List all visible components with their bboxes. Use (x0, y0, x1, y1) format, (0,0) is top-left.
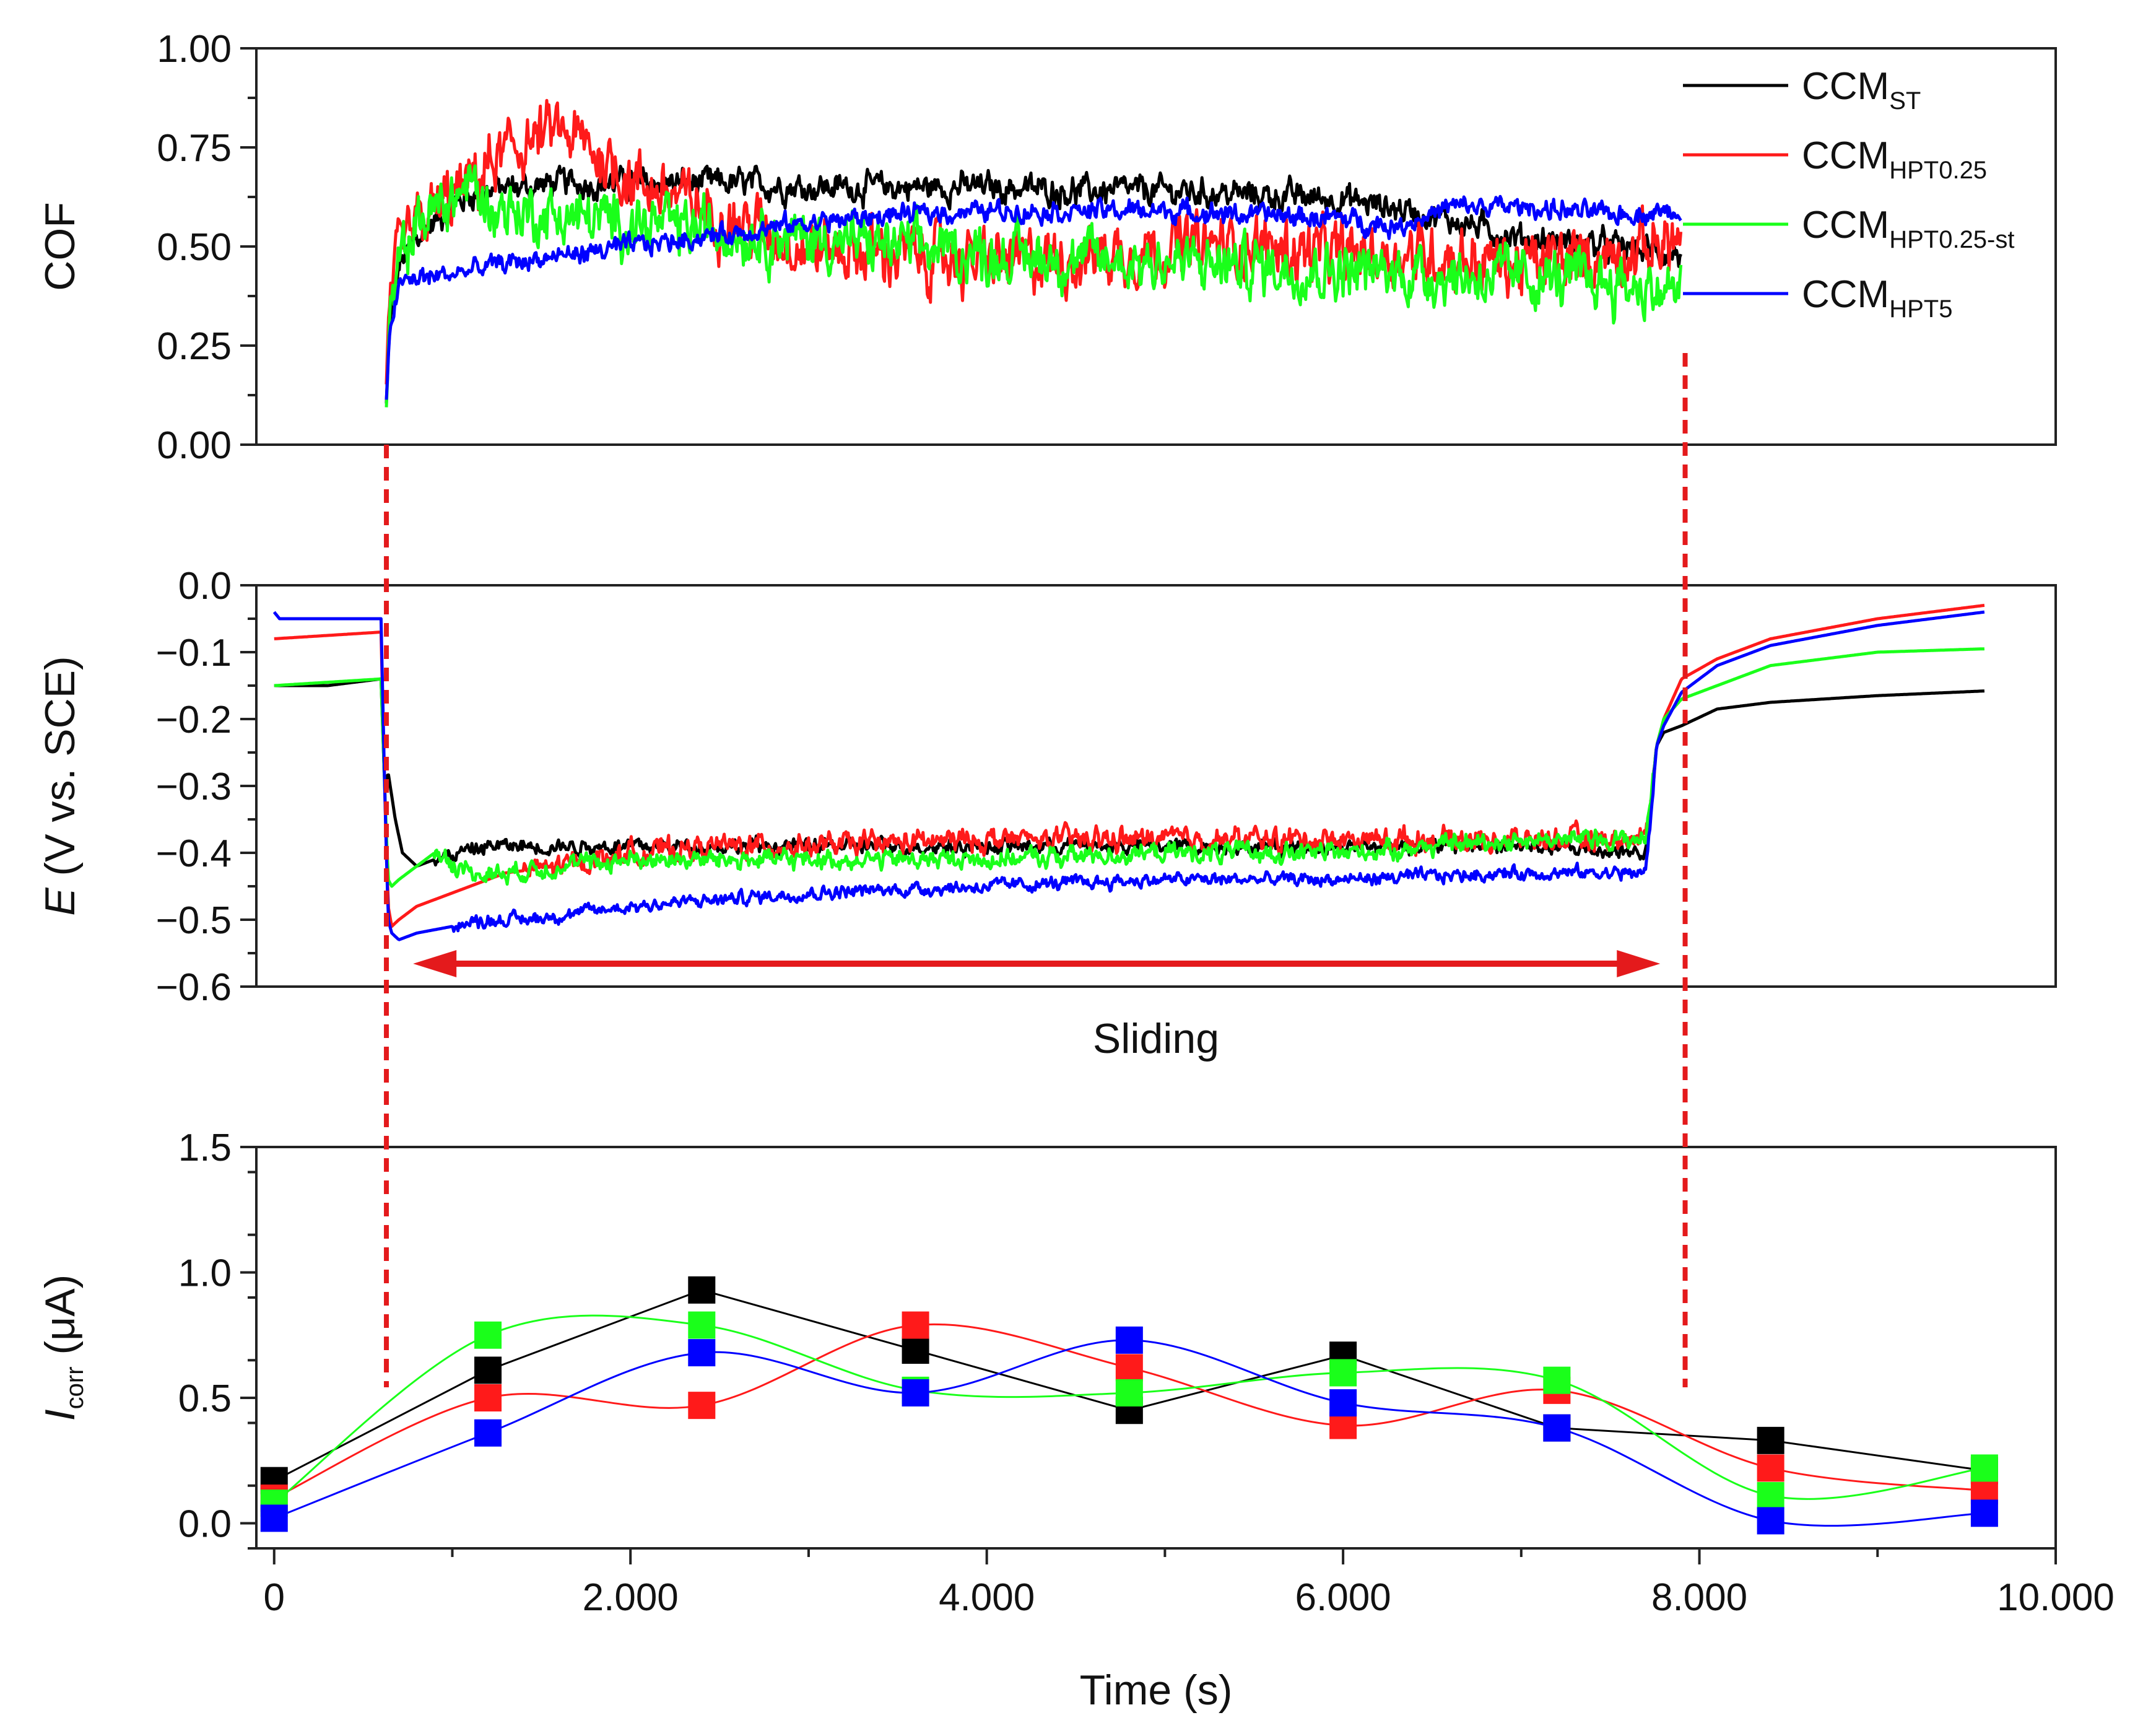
icorr-marker (1970, 1499, 1998, 1527)
y-tick-label: −0.2 (156, 699, 232, 741)
potential-series (272, 603, 1985, 941)
y-tick-label: 0.25 (157, 325, 232, 368)
potential-y-label-rest: (V vs. SCE) (37, 656, 84, 888)
series-line-ccm-st (274, 677, 1985, 868)
y-tick-label: 0.50 (157, 226, 232, 269)
icorr-marker (688, 1392, 716, 1420)
legend-label-sub: HPT0.25-st (1889, 226, 2014, 253)
x-tick-label: 6.000 (1295, 1576, 1391, 1619)
y-tick-label: 0.75 (157, 127, 232, 170)
cof-y-axis-label: COF (37, 202, 84, 291)
legend-label-base: CCM (1802, 134, 1889, 177)
icorr-marker (688, 1311, 716, 1339)
y-tick-label: −0.4 (156, 832, 232, 875)
sliding-arrow-head-right (1617, 950, 1661, 977)
x-tick-label: 2.000 (583, 1576, 679, 1619)
cof-y-ticks: 0.00 0.25 0.50 0.75 1.00 (157, 28, 256, 467)
legend-label-sub: HPT5 (1889, 295, 1952, 323)
icorr-marker (1757, 1454, 1784, 1482)
icorr-marker (1115, 1354, 1143, 1382)
potential-y-axis-label: E (V vs. SCE) (37, 656, 84, 915)
icorr-marker (1329, 1359, 1357, 1387)
y-tick-label: 1.0 (178, 1252, 232, 1295)
icorr-y-label-main: I (37, 1409, 84, 1421)
potential-y-label-italic: E (37, 888, 84, 916)
sliding-arrow-head-left (413, 950, 457, 977)
sliding-annotation: Sliding (1093, 1015, 1219, 1062)
legend-label-base: CCM (1802, 65, 1889, 108)
legend-label: CCMHPT0.25-st (1802, 204, 2015, 253)
icorr-marker (1970, 1454, 1998, 1482)
legend-entry: CCMHPT0.25-st (1683, 204, 2015, 253)
icorr-marker (1329, 1389, 1357, 1417)
legend-label-sub: ST (1889, 87, 1921, 115)
icorr-y-label-rest: (μA) (37, 1275, 84, 1367)
icorr-marker (1757, 1481, 1784, 1509)
series-line-ccm-hpt5 (385, 194, 1682, 400)
legend-entry: CCMHPT5 (1683, 273, 1952, 323)
icorr-marker (474, 1384, 502, 1411)
x-tick-label: 8.000 (1651, 1576, 1747, 1619)
series-line-ccm-st (385, 164, 1682, 404)
dashed-guide-lines (384, 353, 1688, 1387)
series-line-ccm-hpt5 (272, 610, 1985, 941)
icorr-marker (1115, 1379, 1143, 1407)
legend-label-base: CCM (1802, 273, 1889, 316)
icorr-marker (902, 1379, 929, 1407)
icorr-marker (474, 1356, 502, 1384)
icorr-markers (260, 1276, 1998, 1535)
y-tick-label: 0.0 (178, 565, 232, 608)
x-tick-label: 0 (264, 1576, 285, 1619)
legend-entry: CCMST (1683, 65, 1921, 115)
series-line-ccm-hpt0-25-st (385, 164, 1683, 408)
y-tick-label: 1.5 (178, 1127, 232, 1169)
series-line-ccm-hpt0-25 (274, 603, 1985, 928)
icorr-y-label-sub: corr (61, 1366, 89, 1409)
y-tick-label: −0.1 (156, 632, 232, 674)
sliding-arrow (413, 950, 1661, 977)
y-tick-label: −0.5 (156, 899, 232, 942)
icorr-marker (474, 1321, 502, 1349)
y-tick-label: 0.5 (178, 1377, 232, 1420)
y-tick-label: 1.00 (157, 28, 232, 71)
icorr-marker (1543, 1414, 1571, 1442)
icorr-marker (1757, 1426, 1784, 1454)
time-x-ticks: 0 2.000 4.000 6.000 8.000 10.000 (264, 1548, 2115, 1619)
icorr-marker (688, 1276, 716, 1304)
icorr-panel-frame (255, 1146, 2057, 1550)
cof-series (385, 98, 1683, 408)
legend-label: CCMHPT5 (1802, 273, 1952, 323)
icorr-marker (902, 1311, 929, 1339)
legend-entry: CCMHPT0.25 (1683, 134, 1987, 184)
icorr-marker (902, 1337, 929, 1364)
x-tick-label: 4.000 (939, 1576, 1035, 1619)
icorr-marker (1757, 1507, 1784, 1535)
legend-label: CCMHPT0.25 (1802, 134, 1987, 184)
y-tick-label: 0.00 (157, 424, 232, 467)
icorr-marker (1115, 1326, 1143, 1354)
legend-label: CCMST (1802, 65, 1921, 115)
icorr-y-axis-label: Icorr (μA) (37, 1275, 89, 1421)
icorr-marker (688, 1339, 716, 1367)
x-tick-label: 10.000 (1997, 1576, 2115, 1619)
y-tick-label: 0.0 (178, 1503, 232, 1546)
icorr-marker (1543, 1366, 1571, 1394)
icorr-marker (260, 1504, 288, 1532)
legend-label-base: CCM (1802, 204, 1889, 246)
legend-label-sub: HPT0.25 (1889, 157, 1987, 184)
series-line-ccm-hpt0-25-st (274, 647, 1985, 888)
icorr-y-ticks: 0.0 0.5 1.0 1.5 (178, 1127, 256, 1550)
potential-y-ticks: −0.6 −0.5 −0.4 −0.3 −0.2 −0.1 0.0 (156, 565, 256, 1009)
y-tick-label: −0.6 (156, 966, 232, 1009)
icorr-marker (474, 1419, 502, 1447)
y-tick-label: −0.3 (156, 765, 232, 808)
time-x-axis-label: Time (s) (1080, 1667, 1233, 1714)
